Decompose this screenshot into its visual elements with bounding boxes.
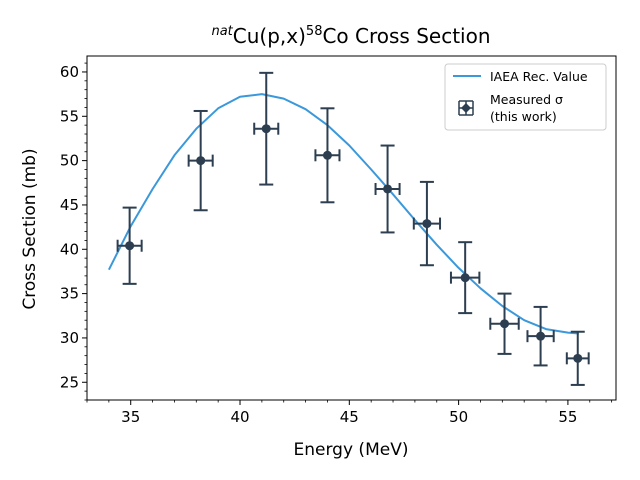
axes-frame [86,55,617,401]
title-main: Cu(p,x) [233,24,306,48]
x-tick-label: 55 [558,408,577,426]
chart-title: natCu(p,x)58Co Cross Section [211,24,490,48]
legend: IAEA Rec. Value Measured σ (this work) [444,63,607,131]
measured-point [314,107,341,204]
measured-point [253,71,280,186]
y-tick-label: 55 [60,107,79,125]
title-suffix: Co Cross Section [322,24,490,48]
measured-point [526,305,555,367]
legend-box [444,63,607,131]
title-prefix: nat [211,24,233,39]
x-tick-label: 40 [230,408,249,426]
data-marker [261,124,271,134]
legend-label-measured-1: Measured σ [490,92,563,107]
data-marker [383,184,393,194]
data-marker [322,150,332,160]
x-tick-label: 50 [449,408,468,426]
iaea-curve [108,93,579,335]
y-tick-label: 30 [60,329,79,347]
x-axis-label: Energy (MeV) [294,440,409,460]
y-axis-label: Cross Section (mb) [20,148,40,309]
measured-point [116,206,143,285]
measured-point [449,241,481,315]
plot-area [108,71,590,386]
y-tick-label: 25 [60,373,79,391]
y-tick-label: 35 [60,285,79,303]
data-marker [125,241,135,251]
data-marker [536,331,546,341]
data-marker [573,353,583,363]
y-tick-label: 45 [60,196,79,214]
x-tick-label: 45 [340,408,359,426]
y-tick-label: 40 [60,240,79,258]
legend-label-iaea: IAEA Rec. Value [490,69,588,84]
measured-point [374,144,401,234]
x-tick-label: 35 [121,408,140,426]
legend-label-measured-2: (this work) [490,109,557,124]
data-marker [460,273,470,283]
title-sup: 58 [306,24,323,39]
data-marker [500,319,510,329]
y-tick-label: 50 [60,152,79,170]
legend-marker-swatch [458,100,474,116]
y-tick-label: 60 [60,63,79,81]
measured-point [412,180,442,267]
measured-point [489,292,520,355]
axes: 35 40 45 50 55 25 30 35 40 45 50 55 60 [60,55,617,426]
measured-point [565,330,590,386]
data-marker [422,219,432,229]
measured-point [187,109,214,212]
data-marker [196,156,206,166]
